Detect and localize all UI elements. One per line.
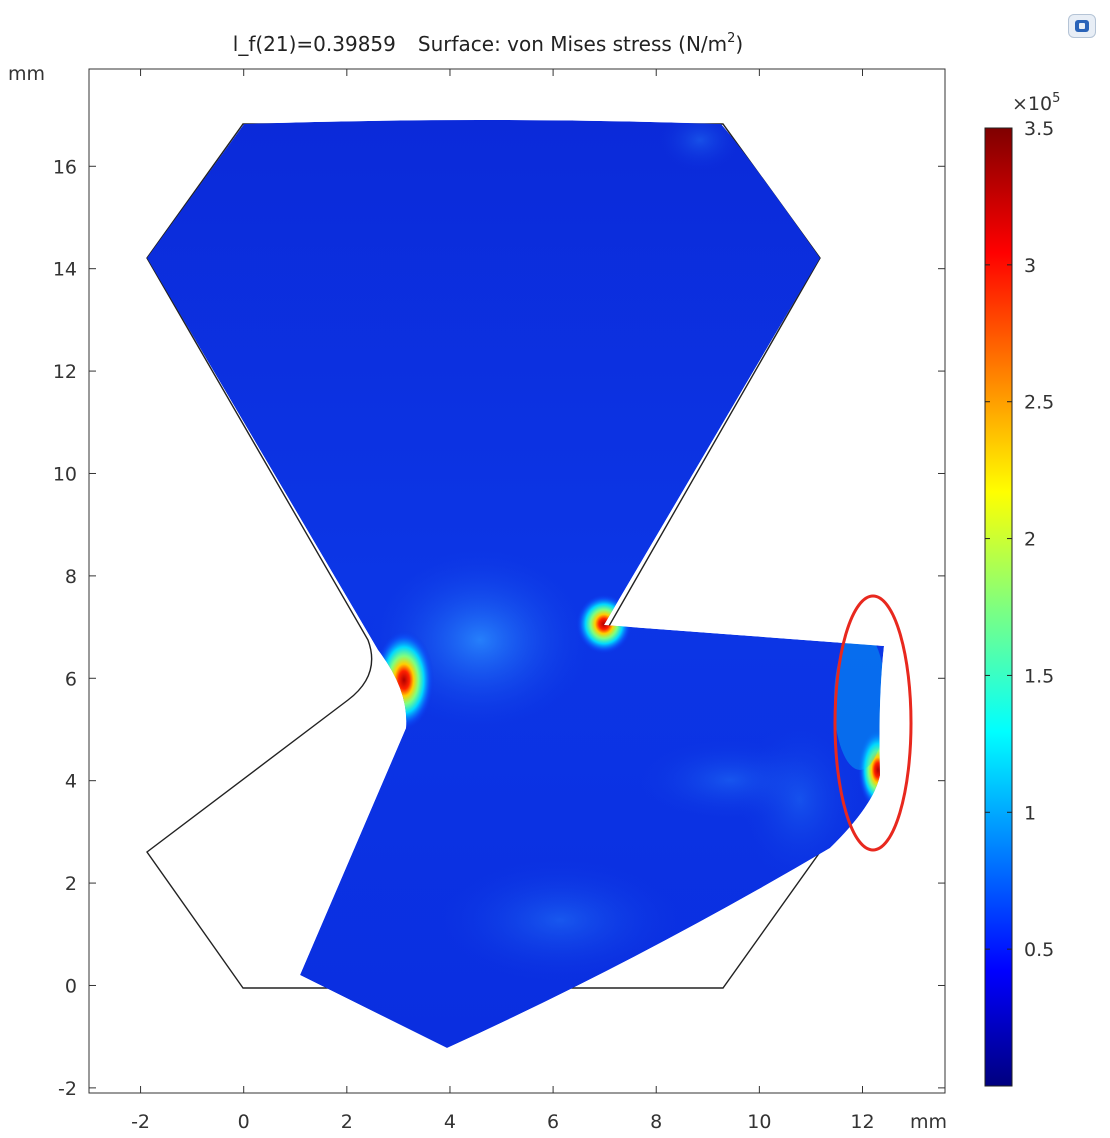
stress-hotspot-right-edge: [858, 730, 884, 810]
x-tick-label: 12: [850, 1111, 874, 1133]
y-tick-label: -2: [58, 1078, 77, 1100]
x-axis-ticks: -2 0 2 4 6 8 10 12: [131, 69, 875, 1133]
y-axis-unit: mm: [8, 63, 45, 85]
x-tick-label: -2: [131, 1111, 150, 1133]
y-tick-label: 16: [53, 156, 77, 178]
y-tick-label: 2: [65, 873, 77, 895]
colorbar-tick-label: 1.5: [1024, 665, 1054, 687]
colorbar-multiplier: ×105: [1012, 91, 1060, 115]
y-axis-ticks: -2 0 2 4 6 8 10 12 14 16: [53, 156, 945, 1100]
deformed-body: [147, 120, 884, 1048]
x-axis-unit: mm: [910, 1111, 947, 1133]
colorbar-ticks: 3.5 3 2.5 2 1.5 1 0.5: [985, 118, 1054, 961]
colorbar-tick-label: 3: [1024, 255, 1036, 277]
colorbar-tick-label: 2: [1024, 529, 1036, 551]
x-tick-label: 10: [747, 1111, 771, 1133]
y-tick-label: 14: [53, 259, 77, 281]
x-tick-label: 0: [238, 1111, 250, 1133]
colorbar-tick-label: 2.5: [1024, 392, 1054, 414]
x-tick-label: 6: [547, 1111, 559, 1133]
y-tick-label: 8: [65, 566, 77, 588]
y-tick-label: 10: [53, 463, 77, 485]
colorbar-tick-label: 0.5: [1024, 939, 1054, 961]
x-tick-label: 8: [650, 1111, 662, 1133]
y-tick-label: 0: [65, 975, 77, 997]
colorbar-tick-label: 3.5: [1024, 118, 1054, 140]
plot-title: l_f(21)=0.39859 Surface: von Mises stress…: [233, 31, 743, 56]
colorbar: [984, 127, 1013, 1087]
x-tick-label: 4: [444, 1111, 456, 1133]
highlight-ellipse-annotation: [833, 594, 913, 852]
colorbar-tick-label: 1: [1024, 802, 1036, 824]
x-tick-label: 2: [341, 1111, 353, 1133]
y-tick-label: 4: [65, 771, 77, 793]
y-tick-label: 6: [65, 668, 77, 690]
y-tick-label: 12: [53, 361, 77, 383]
graphics-window-icon[interactable]: [1068, 14, 1096, 38]
